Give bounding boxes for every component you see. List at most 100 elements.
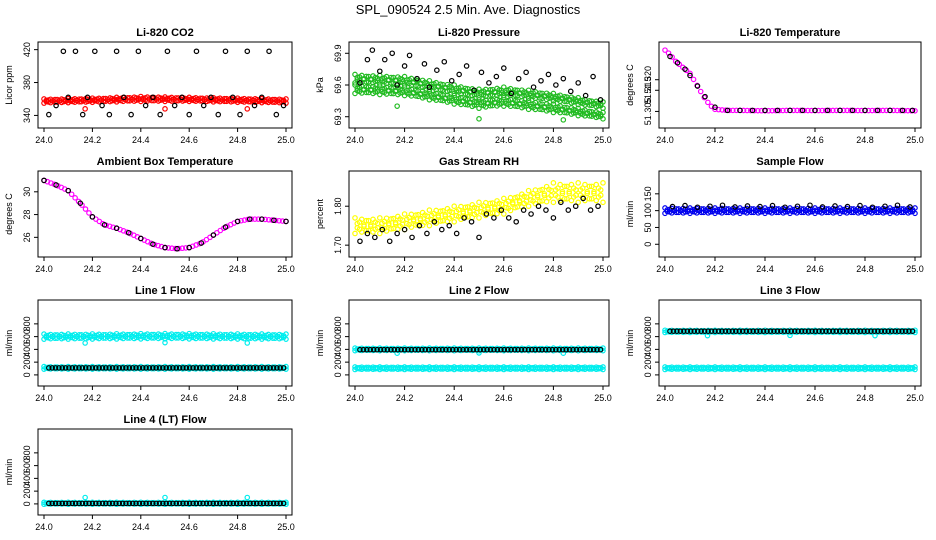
- data-point: [357, 346, 363, 353]
- data-point: [782, 204, 788, 211]
- data-point: [173, 500, 180, 507]
- data-point: [823, 328, 829, 334]
- data-point: [468, 218, 475, 225]
- data-point: [491, 205, 498, 212]
- data-point: [129, 365, 136, 371]
- y-tick-label: 400: [333, 342, 343, 357]
- data-point: [405, 346, 411, 353]
- x-tick-label: 24.4: [132, 264, 150, 274]
- data-point: [600, 364, 606, 370]
- data-point: [106, 500, 113, 507]
- data-point: [431, 218, 438, 225]
- data-point: [113, 225, 120, 232]
- data-point: [567, 88, 574, 95]
- data-point: [564, 195, 570, 202]
- data-point: [894, 202, 901, 209]
- data-point: [126, 365, 133, 371]
- data-point: [66, 365, 72, 371]
- x-tick-label: 24.8: [545, 393, 563, 403]
- data-point: [139, 365, 146, 371]
- data-point: [121, 94, 127, 101]
- y-tick-label: 600: [22, 458, 32, 473]
- data-point: [577, 346, 583, 353]
- data-point: [525, 346, 532, 353]
- series-temp-magenta: [662, 47, 918, 114]
- data-point: [72, 195, 78, 201]
- data-point: [597, 346, 604, 353]
- y-tick-label: 420: [22, 42, 32, 57]
- data-point: [712, 106, 718, 113]
- x-tick-label: 24.4: [132, 522, 150, 532]
- panel-li-820-temperature: Li-820 Temperature degrees C 24.0 24.2 24.4 2…: [625, 27, 924, 145]
- data-point: [507, 194, 514, 201]
- data-point: [260, 365, 267, 371]
- data-point: [858, 107, 865, 114]
- data-point: [116, 365, 123, 371]
- data-point: [515, 75, 522, 82]
- x-tick-label: 25.0: [594, 393, 612, 403]
- data-point: [885, 328, 892, 334]
- plot-area: [352, 180, 606, 245]
- panel-title: Line 4 (LT) Flow: [124, 414, 207, 426]
- data-point: [146, 365, 153, 371]
- data-point: [550, 215, 557, 221]
- data-point: [283, 96, 289, 102]
- x-tick-label: 24.4: [756, 264, 774, 274]
- y-tick-label: 600: [643, 329, 653, 344]
- data-point: [836, 328, 843, 334]
- data-point: [537, 198, 543, 205]
- plot-area: [662, 202, 918, 217]
- y-tick-label: 51.320: [643, 66, 653, 94]
- data-point: [363, 79, 370, 85]
- data-point: [525, 187, 532, 194]
- data-point: [487, 92, 494, 98]
- data-point: [783, 107, 790, 114]
- y-tick-label: 0: [22, 372, 32, 377]
- data-point: [794, 107, 800, 114]
- data-point: [830, 328, 836, 334]
- data-point: [584, 190, 591, 197]
- data-point: [367, 223, 374, 230]
- data-point: [767, 328, 774, 334]
- data-point: [682, 66, 688, 72]
- data-point: [694, 83, 701, 89]
- data-point: [46, 500, 52, 507]
- data-point: [715, 328, 722, 334]
- x-tick-label: 24.6: [806, 393, 824, 403]
- x-tick-label: 24.6: [180, 393, 198, 403]
- data-point: [388, 74, 394, 81]
- data-point: [435, 212, 442, 219]
- data-point: [812, 107, 818, 114]
- data-point: [553, 346, 559, 353]
- y-axis-label: ml/min: [625, 330, 635, 357]
- data-point: [410, 216, 417, 223]
- x-tick-label: 24.0: [346, 393, 364, 403]
- data-point: [227, 500, 233, 507]
- data-point: [760, 328, 767, 334]
- data-point: [179, 94, 185, 101]
- plot-area: [352, 47, 606, 123]
- data-point: [150, 94, 156, 101]
- data-point: [787, 107, 793, 114]
- data-point: [149, 500, 156, 507]
- data-point: [824, 107, 831, 114]
- data-point: [196, 500, 203, 507]
- data-point: [774, 328, 781, 334]
- data-point: [280, 500, 287, 507]
- data-point: [160, 365, 166, 371]
- data-point: [99, 500, 106, 507]
- series-rh-black: [357, 195, 601, 245]
- data-point: [143, 365, 149, 371]
- data-point: [109, 365, 116, 371]
- data-point: [559, 346, 566, 353]
- data-point: [487, 346, 494, 353]
- data-point: [746, 328, 753, 334]
- y-axis-label: ml/min: [315, 330, 325, 357]
- x-tick-label: 25.0: [594, 135, 612, 145]
- data-point: [875, 328, 881, 334]
- data-point: [500, 195, 507, 202]
- data-point: [79, 365, 86, 371]
- data-point: [374, 346, 380, 353]
- data-point: [264, 365, 270, 371]
- data-point: [49, 365, 55, 371]
